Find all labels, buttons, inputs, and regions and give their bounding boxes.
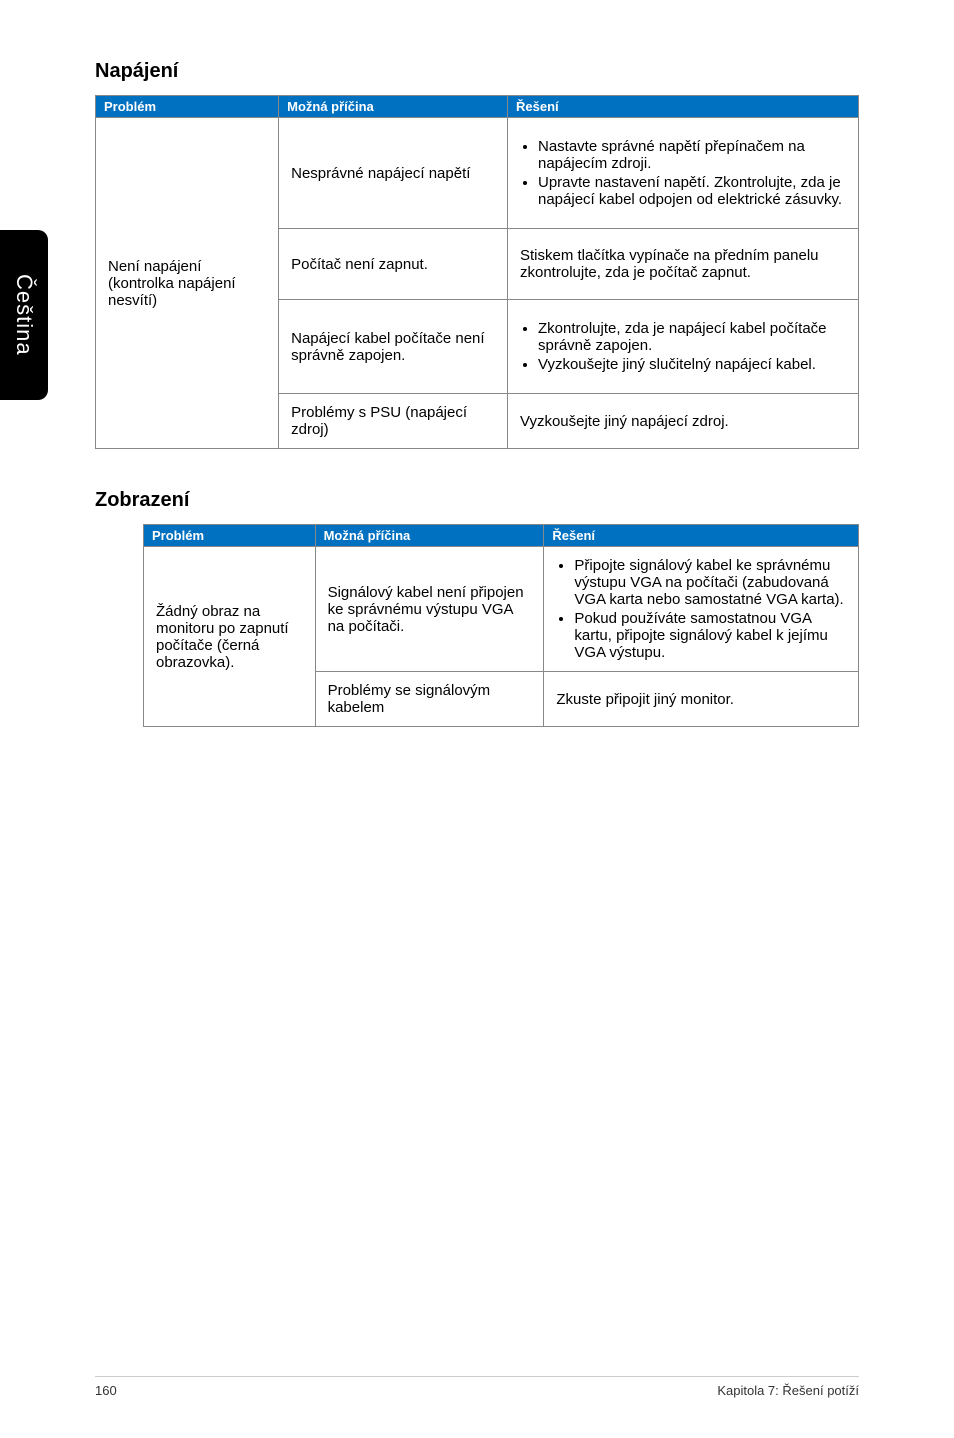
page-footer: 160 Kapitola 7: Řešení potíží <box>95 1376 859 1398</box>
solution-item: Připojte signálový kabel ke správnému vý… <box>574 557 846 608</box>
col-problem: Problém <box>96 96 279 118</box>
section1-title: Napájení <box>95 60 859 83</box>
cell-problem: Není napájení (kontrolka napájení nesvít… <box>96 118 279 449</box>
cell-cause: Problémy se signálovým kabelem <box>315 672 544 727</box>
table-header-row: Problém Možná příčina Řešení <box>144 525 859 547</box>
table-display: Problém Možná příčina Řešení Žádný obraz… <box>143 524 859 727</box>
cell-cause: Napájecí kabel počítače není správně zap… <box>279 300 508 394</box>
cell-solution: Nastavte správné napětí přepínačem na na… <box>508 118 859 229</box>
solution-item: Zkontrolujte, zda je napájecí kabel počí… <box>538 320 846 354</box>
cell-cause: Signálový kabel není připojen ke správné… <box>315 547 544 672</box>
cell-solution: Stiskem tlačítka vypínače na předním pan… <box>508 229 859 300</box>
page-number: 160 <box>95 1383 117 1398</box>
solution-item: Nastavte správné napětí přepínačem na na… <box>538 138 846 172</box>
cell-solution: Zkuste připojit jiný monitor. <box>544 672 859 727</box>
cell-solution: Vyzkoušejte jiný napájecí zdroj. <box>508 394 859 449</box>
table-power: Problém Možná příčina Řešení Není napáje… <box>95 95 859 449</box>
cell-cause: Problémy s PSU (napájecí zdroj) <box>279 394 508 449</box>
col-cause: Možná příčina <box>279 96 508 118</box>
table-header-row: Problém Možná příčina Řešení <box>96 96 859 118</box>
col-problem: Problém <box>144 525 316 547</box>
cell-solution: Připojte signálový kabel ke správnému vý… <box>544 547 859 672</box>
chapter-label: Kapitola 7: Řešení potíží <box>717 1383 859 1398</box>
cell-solution: Zkontrolujte, zda je napájecí kabel počí… <box>508 300 859 394</box>
col-solution: Řešení <box>544 525 859 547</box>
page-content: Napájení Problém Možná příčina Řešení Ne… <box>0 0 954 727</box>
section2-title: Zobrazení <box>95 489 859 512</box>
cell-cause: Počítač není zapnut. <box>279 229 508 300</box>
cell-cause: Nesprávné napájecí napětí <box>279 118 508 229</box>
solution-item: Upravte nastavení napětí. Zkontrolujte, … <box>538 174 846 208</box>
solution-item: Pokud používáte samostatnou VGA kartu, p… <box>574 610 846 661</box>
col-solution: Řešení <box>508 96 859 118</box>
solution-item: Vyzkoušejte jiný slučitelný napájecí kab… <box>538 356 846 373</box>
col-cause: Možná příčina <box>315 525 544 547</box>
table-row: Není napájení (kontrolka napájení nesvít… <box>96 118 859 229</box>
cell-problem: Žádný obraz na monitoru po zapnutí počít… <box>144 547 316 727</box>
table-row: Žádný obraz na monitoru po zapnutí počít… <box>144 547 859 672</box>
